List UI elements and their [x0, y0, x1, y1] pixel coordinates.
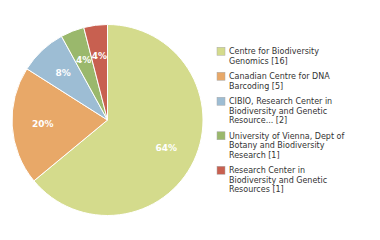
legend-label-line: Biodiversity and Genetic: [229, 176, 327, 185]
legend-label-line: Biodiversity and Genetic: [229, 107, 327, 116]
legend-item: Canadian Centre for DNABarcoding [5]: [217, 72, 330, 91]
legend-swatch: [217, 72, 225, 80]
legend-label-line: Centre for Biodiversity: [229, 47, 319, 56]
legend-label: Canadian Centre for DNABarcoding [5]: [229, 72, 330, 91]
legend-label: Centre for BiodiversityGenomics [16]: [229, 47, 319, 66]
legend-swatch: [217, 166, 225, 174]
legend-label-line: Canadian Centre for DNA: [229, 72, 330, 81]
data-label: 8%: [55, 68, 70, 78]
slices-inner: [12, 25, 203, 216]
legend-label-line: University of Vienna, Dept of: [229, 132, 344, 141]
legend-label: CIBIO, Research Center inBiodiversity an…: [229, 97, 332, 125]
legend: Centre for BiodiversityGenomics [16] Cana…: [217, 47, 344, 194]
plot: 64% 20% 8% 4%4%: [12, 25, 203, 216]
legend-label-line: Research [1]: [229, 151, 280, 160]
legend-item: Centre for BiodiversityGenomics [16]: [217, 47, 319, 66]
legend-label-line: Research Center in: [229, 166, 305, 175]
legend-label: University of Vienna, Dept ofBotany and …: [229, 132, 344, 160]
data-label: 4%: [76, 55, 91, 65]
legend-label-line: Botany and Biodiversity: [229, 141, 325, 150]
legend-item: CIBIO, Research Center inBiodiversity an…: [217, 97, 332, 125]
pie-slice: [84, 25, 108, 121]
legend-label-line: Genomics [16]: [229, 57, 288, 66]
legend-label: Research Center inBiodiversity and Genet…: [229, 166, 327, 194]
legend-swatch: [217, 97, 225, 105]
legend-label-line: CIBIO, Research Center in: [229, 97, 332, 106]
legend-label-line: Resource... [2]: [229, 116, 287, 125]
chart: 64% 20% 8% 4%4% Centre for BiodiversityGenom…: [0, 0, 380, 240]
data-label: 20%: [32, 119, 54, 129]
legend-swatch: [217, 47, 225, 55]
legend-item: Research Center inBiodiversity and Genet…: [217, 166, 327, 194]
data-labels: 64% 20% 8% 4%4%: [32, 51, 177, 153]
data-label: 4%: [92, 51, 107, 61]
slices: [12, 25, 203, 216]
legend-label-line: Resources [1]: [229, 185, 284, 194]
legend-swatch: [217, 132, 225, 140]
legend-item: University of Vienna, Dept ofBotany and …: [217, 132, 344, 160]
legend-label-line: Barcoding [5]: [229, 82, 283, 91]
data-label: 64%: [155, 143, 177, 153]
